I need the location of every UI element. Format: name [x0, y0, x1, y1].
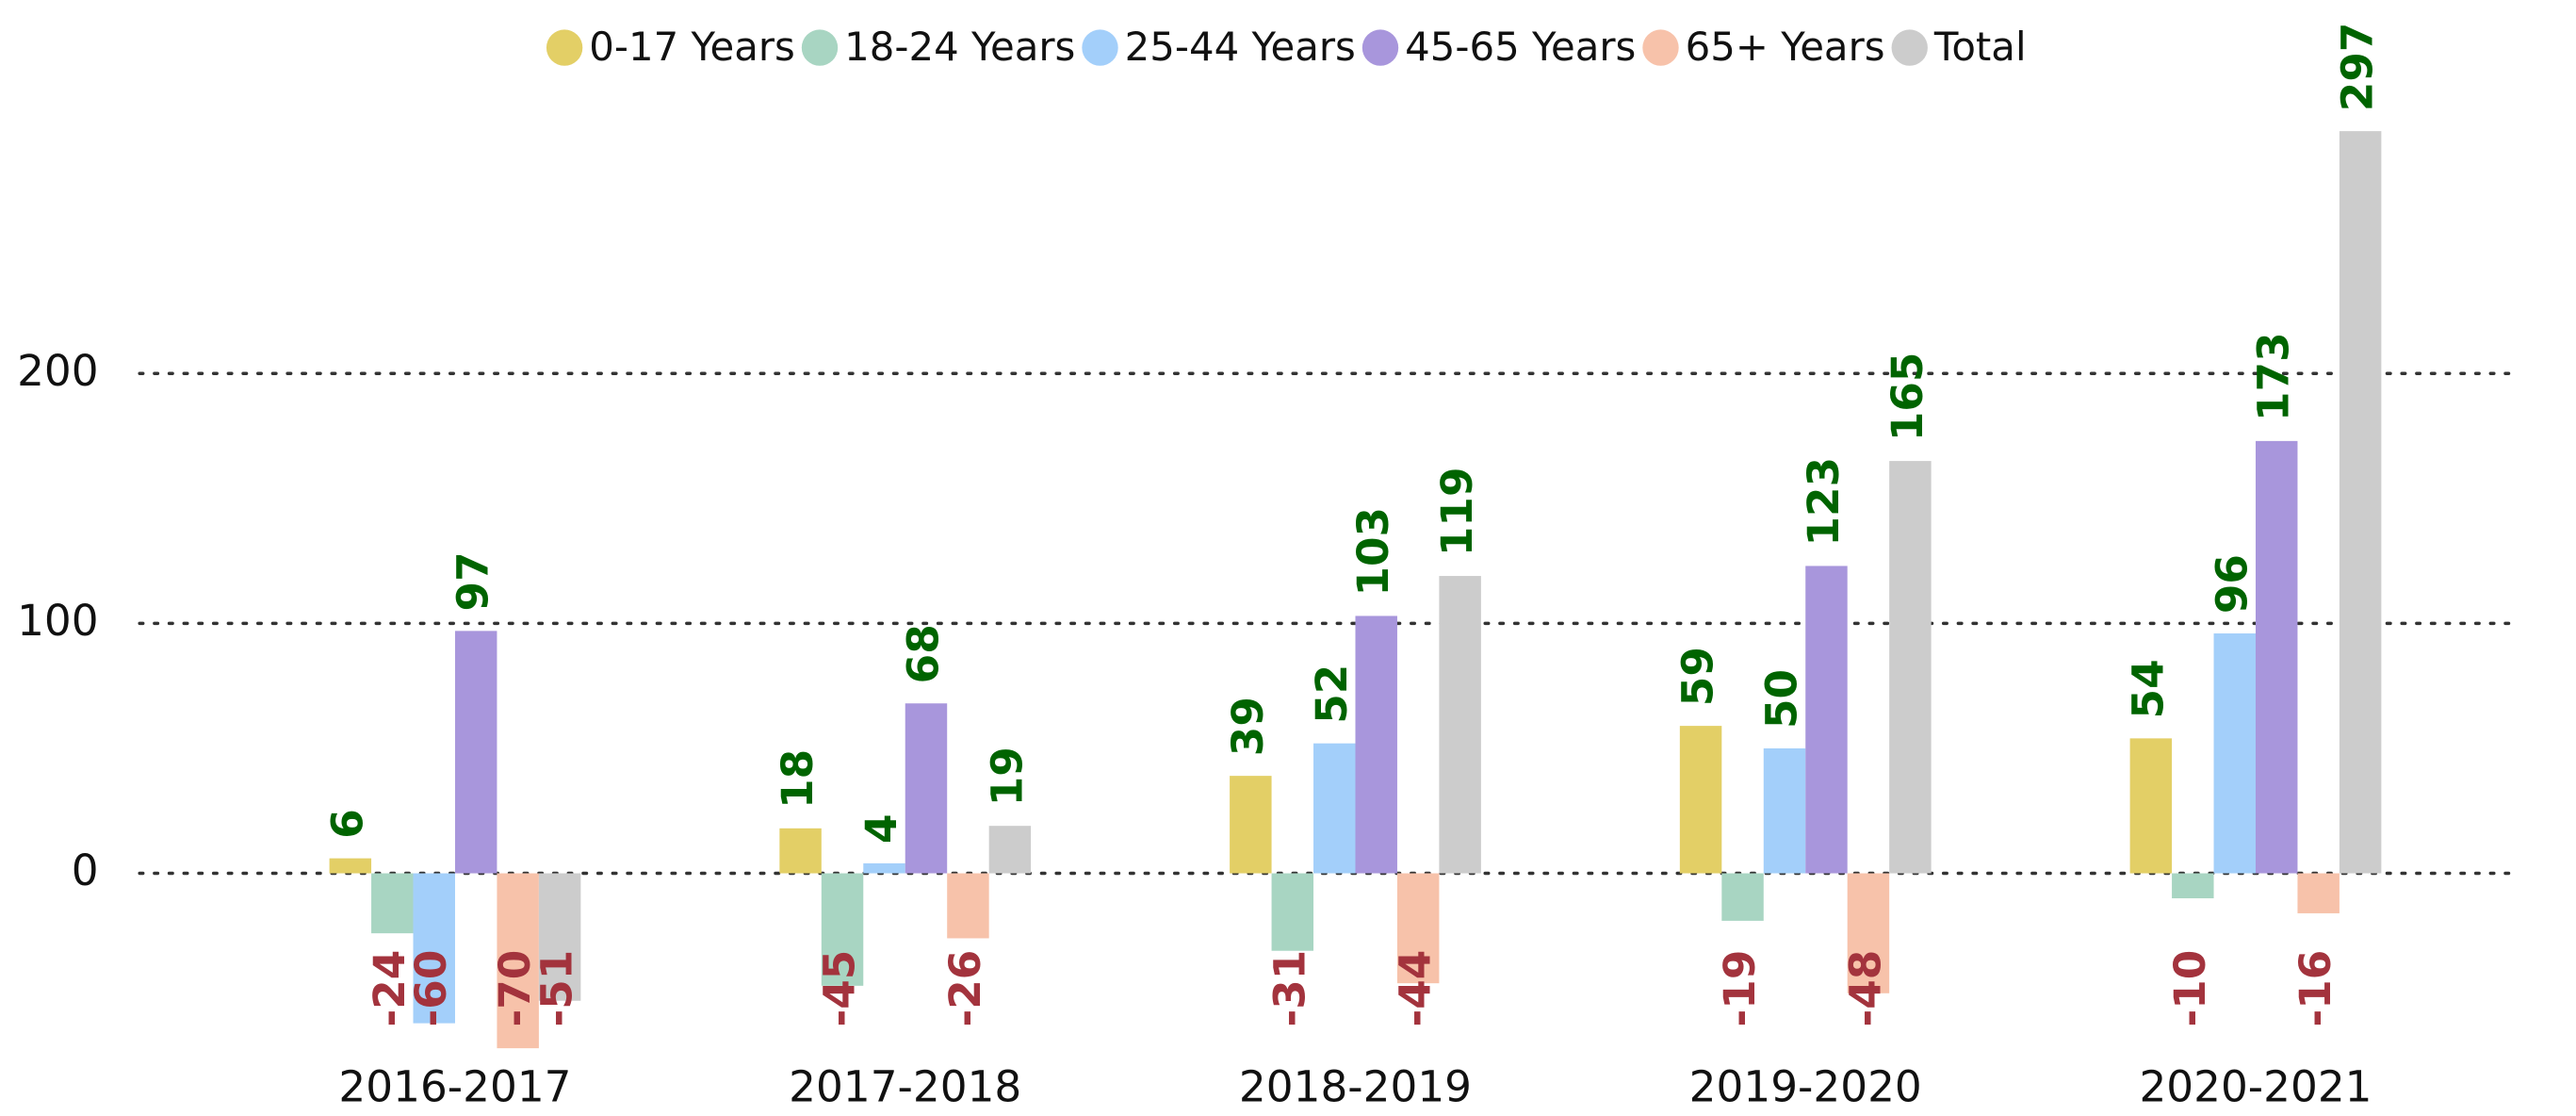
legend-label: Total: [1933, 24, 2027, 70]
bar: [329, 858, 372, 874]
value-label: 123: [1799, 457, 1849, 547]
x-tick-label: 2018-2019: [1239, 1062, 1472, 1112]
bar: [2339, 131, 2382, 874]
bar: [779, 828, 822, 874]
legend-marker: [1642, 29, 1679, 66]
value-label: -45: [815, 950, 865, 1027]
bar: [2297, 873, 2340, 913]
bar: [1763, 747, 1806, 874]
legend-label: 25-44 Years: [1125, 24, 1356, 70]
bar: [1439, 576, 1481, 874]
value-label: 59: [1673, 647, 1723, 706]
value-label: 173: [2249, 332, 2299, 421]
value-label: 19: [982, 747, 1032, 806]
bar: [905, 703, 948, 874]
value-label: -51: [532, 950, 582, 1027]
value-label: -10: [2165, 950, 2215, 1027]
y-tick-label: 0: [72, 845, 99, 895]
bar: [2172, 873, 2214, 899]
value-label: 119: [1432, 467, 1482, 556]
value-label: 50: [1757, 669, 1807, 729]
x-tick-label: 2017-2018: [789, 1062, 1021, 1112]
bar: [1355, 615, 1397, 874]
value-label: -60: [406, 950, 456, 1027]
value-label: 6: [322, 809, 372, 839]
value-label: 165: [1883, 353, 1932, 442]
bar: [2129, 738, 2173, 874]
bar: [1313, 743, 1356, 874]
x-tick-label: 2016-2017: [338, 1062, 571, 1112]
bar: [454, 631, 497, 874]
value-label: 39: [1223, 697, 1273, 756]
value-label: -44: [1391, 950, 1441, 1027]
bar: [947, 873, 989, 939]
legend-marker: [1361, 29, 1399, 66]
bar: [1847, 873, 1890, 993]
bar: [538, 873, 581, 1001]
bar: [1679, 726, 1722, 874]
bar: [863, 862, 905, 874]
bar: [1889, 461, 1932, 874]
value-label: -24: [365, 950, 415, 1027]
value-label: -26: [940, 950, 990, 1027]
bar: [371, 873, 414, 934]
legend-marker: [801, 29, 839, 66]
value-label: 297: [2333, 23, 2383, 112]
bar: [413, 873, 455, 1024]
value-label: 52: [1307, 665, 1357, 724]
bar: [2213, 633, 2256, 874]
legend-label: 0-17 Years: [589, 24, 795, 70]
bar: [988, 826, 1032, 874]
value-label: 103: [1348, 507, 1398, 597]
bar: [497, 873, 539, 1049]
value-label: -31: [1264, 950, 1314, 1027]
value-label: -48: [1840, 950, 1890, 1027]
value-label: 96: [2207, 554, 2257, 614]
value-label: -70: [490, 950, 540, 1027]
value-label: 97: [448, 551, 498, 611]
y-tick-label: 200: [17, 346, 99, 396]
legend-marker: [1082, 29, 1118, 66]
y-tick-label: 100: [17, 596, 99, 646]
legend-label: 45-65 Years: [1405, 24, 1636, 70]
bar: [1721, 873, 1764, 921]
legend-label: 65+ Years: [1686, 24, 1885, 70]
x-tick-label: 2019-2020: [1689, 1062, 1922, 1112]
value-label: 4: [856, 813, 906, 844]
bar: [1396, 873, 1440, 984]
legend-marker: [1891, 29, 1928, 66]
legend-label: 18-24 Years: [844, 24, 1075, 70]
bar: [1230, 776, 1272, 874]
bar: [1805, 566, 1848, 874]
value-label: 54: [2123, 659, 2173, 718]
value-label: -19: [1715, 950, 1765, 1027]
bar: [1271, 873, 1314, 951]
bar: [2255, 440, 2298, 874]
value-label: 18: [773, 749, 823, 809]
legend-marker: [546, 29, 583, 66]
value-label: -16: [2291, 950, 2340, 1027]
bar: [821, 873, 864, 986]
value-label: 68: [898, 624, 948, 683]
x-tick-label: 2020-2021: [2139, 1062, 2372, 1112]
